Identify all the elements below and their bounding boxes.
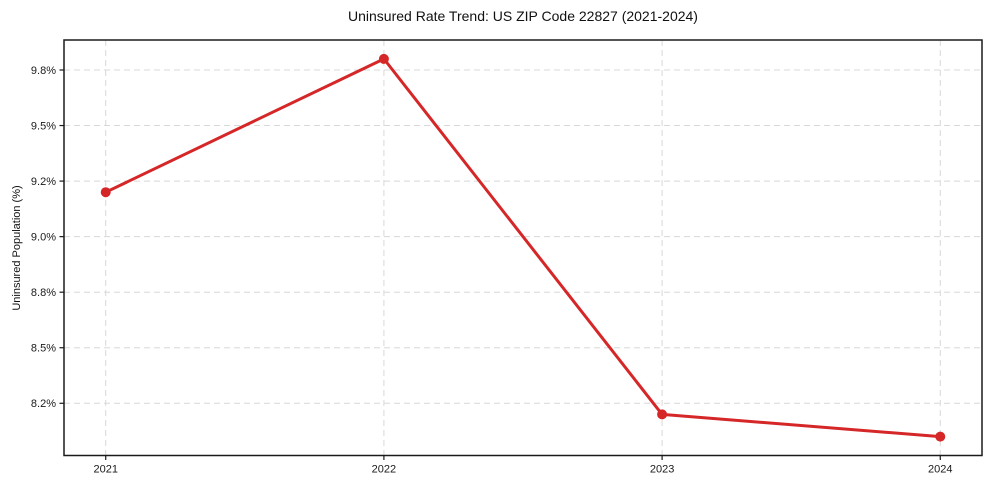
y-tick-label: 8.2% <box>31 398 56 410</box>
y-tick-label: 9.8% <box>31 65 56 77</box>
y-tick-label: 9.2% <box>31 176 56 188</box>
data-point <box>100 187 111 198</box>
data-point <box>378 53 389 64</box>
y-tick-label: 8.8% <box>31 287 56 299</box>
y-tick-label: 8.5% <box>31 343 56 355</box>
x-tick-label: 2024 <box>928 464 952 476</box>
x-tick-label: 2022 <box>372 464 396 476</box>
data-point <box>935 431 946 442</box>
y-tick-label: 9.5% <box>31 120 56 132</box>
x-tick-label: 2023 <box>650 464 674 476</box>
data-point <box>657 409 668 420</box>
chart-title: Uninsured Rate Trend: US ZIP Code 22827 … <box>348 8 698 24</box>
x-tick-label: 2021 <box>93 464 117 476</box>
y-tick-label: 9.0% <box>31 231 56 243</box>
trend-line <box>104 57 942 439</box>
axes-spines <box>63 39 983 457</box>
